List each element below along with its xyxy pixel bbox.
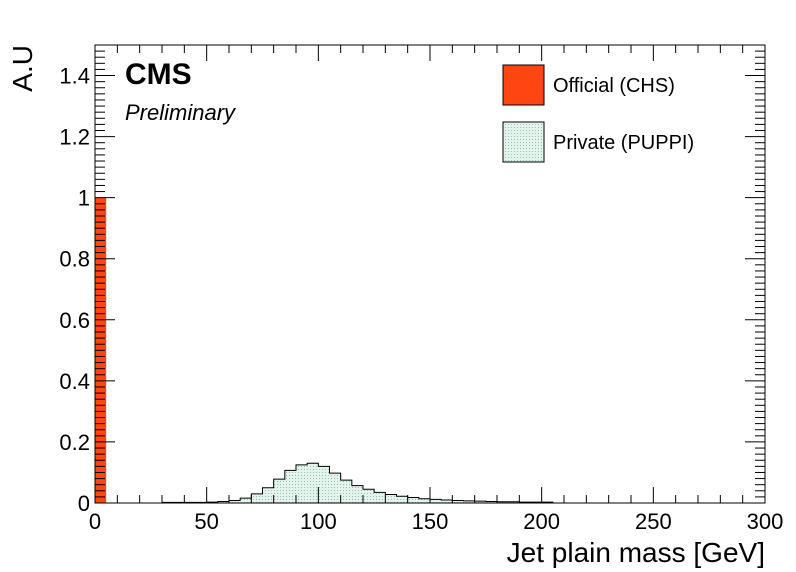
y-tick-label-1: 0.2 bbox=[59, 430, 90, 455]
y-tick-label-2: 0.4 bbox=[59, 369, 90, 394]
x-tick-label-1: 50 bbox=[194, 509, 218, 534]
cms-label: CMS bbox=[125, 58, 192, 91]
private-puppi-bar-15 bbox=[329, 473, 341, 503]
private-puppi-bar-30 bbox=[497, 501, 509, 503]
private-puppi-bar-22 bbox=[407, 497, 419, 503]
y-tick-label-0: 0 bbox=[78, 491, 90, 516]
legend-label-official-chs: Official (CHS) bbox=[553, 75, 675, 97]
y-tick-label-4: 0.8 bbox=[59, 247, 90, 272]
legend-swatch-official-chs bbox=[502, 64, 545, 106]
private-puppi-bar-28 bbox=[474, 501, 486, 503]
private-puppi-bar-8 bbox=[251, 493, 263, 503]
private-puppi-bar-21 bbox=[396, 496, 408, 503]
private-puppi-bar-13 bbox=[307, 463, 319, 503]
private-puppi-bar-16 bbox=[340, 480, 352, 503]
private-puppi-bars bbox=[162, 463, 553, 503]
y-tick-labels: 0 0.2 0.4 0.6 0.8 1 1.2 1.4 bbox=[59, 64, 90, 516]
private-puppi-bar-6 bbox=[229, 500, 241, 503]
legend-swatch-private-puppi bbox=[502, 121, 545, 163]
private-puppi-bar-7 bbox=[240, 498, 252, 503]
private-puppi-bar-29 bbox=[485, 501, 497, 503]
private-puppi-bar-24 bbox=[430, 499, 442, 503]
x-tick-label-4: 200 bbox=[523, 509, 560, 534]
x-axis-label: Jet plain mass [GeV] bbox=[507, 537, 765, 568]
private-puppi-bar-23 bbox=[418, 498, 430, 503]
x-tick-label-5: 250 bbox=[635, 509, 672, 534]
private-puppi-bar-14 bbox=[318, 466, 330, 503]
x-tick-labels: 0 50 100 150 200 250 300 bbox=[89, 509, 783, 534]
x-tick-label-2: 100 bbox=[300, 509, 337, 534]
private-puppi-bar-12 bbox=[296, 464, 308, 503]
private-puppi-bar-26 bbox=[452, 500, 464, 503]
private-puppi-bar-31 bbox=[508, 501, 520, 503]
y-tick-label-3: 0.6 bbox=[59, 308, 90, 333]
x-tick-label-0: 0 bbox=[89, 509, 101, 534]
axis-ticks bbox=[94, 44, 766, 504]
preliminary-label: Preliminary bbox=[125, 100, 237, 125]
y-tick-label-5: 1 bbox=[78, 186, 90, 211]
legend: Official (CHS) Private (PUPPI) bbox=[502, 64, 694, 163]
y-tick-label-7: 1.4 bbox=[59, 64, 90, 89]
private-puppi-bar-11 bbox=[284, 470, 296, 503]
private-puppi-bar-20 bbox=[385, 494, 397, 503]
private-puppi-bar-25 bbox=[441, 499, 453, 503]
private-puppi-bar-10 bbox=[273, 479, 285, 503]
private-puppi-bar-18 bbox=[363, 489, 375, 503]
private-puppi-bar-19 bbox=[374, 492, 386, 503]
x-tick-label-3: 150 bbox=[412, 509, 449, 534]
y-tick-label-6: 1.2 bbox=[59, 125, 90, 150]
y-axis-label: A.U bbox=[7, 45, 38, 92]
private-puppi-bar-17 bbox=[351, 485, 363, 503]
x-tick-label-6: 300 bbox=[747, 509, 784, 534]
private-puppi-outline bbox=[161, 462, 554, 503]
legend-label-private-puppi: Private (PUPPI) bbox=[553, 132, 694, 154]
private-puppi-bar-5 bbox=[217, 501, 229, 503]
private-puppi-bar-9 bbox=[262, 487, 274, 503]
private-puppi-bar-27 bbox=[463, 500, 475, 503]
